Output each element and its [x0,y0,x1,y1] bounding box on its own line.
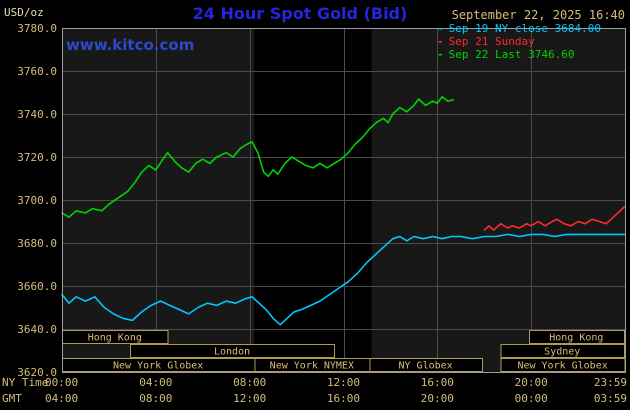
gmt-axis-label: GMT [2,392,22,405]
x-axis-tick-ny: 08:00 [233,376,266,389]
legend-marker: - [437,48,444,61]
x-axis-tick-gmt: 16:00 [327,392,360,405]
session-label: Sydney [544,347,580,358]
chart-datetime: September 22, 2025 16:40 [451,8,625,22]
session-box [369,358,483,372]
legend: - Sep 19 NY close 3684.00- Sep 21 Sunday - S… [437,22,601,61]
price-line-sep21 [483,205,626,231]
legend-label: Sep 21 Sunday [448,35,535,48]
y-axis-tick: 3620.0 [17,366,57,379]
session-label: Hong Kong [549,333,603,344]
legend-label: Sep 22 Last 3746.60 [448,48,575,61]
session-label: New York Globex [113,361,203,372]
y-axis-tick: 3700.0 [17,194,57,207]
page-title: 24 Hour Spot Gold (Bid) [192,4,408,23]
session-label: London [214,347,250,358]
legend-label: Sep 19 NY close 3684.00 [448,22,601,35]
session-box [528,330,625,344]
legend-item: - Sep 21 Sunday [437,35,601,48]
session-label: NY Globex [399,361,453,372]
y-axis-tick: 3720.0 [17,151,57,164]
kitco-site-link[interactable]: www.kitco.com [66,36,195,54]
legend-item: - Sep 22 Last 3746.60 [437,48,601,61]
x-axis-tick-gmt: 03:59 [594,392,627,405]
x-axis-tick-gmt: 12:00 [233,392,266,405]
x-axis-tick-ny: 20:00 [515,376,548,389]
x-axis-tick-ny: 00:00 [45,376,78,389]
units-label: USD/oz [4,6,44,19]
x-axis-tick-ny: 12:00 [327,376,360,389]
session-label: Hong Kong [88,333,142,344]
session-label: New York NYMEX [270,361,354,372]
price-line-sep19 [61,233,626,326]
x-axis-tick-gmt: 20:00 [421,392,454,405]
y-axis-tick: 3760.0 [17,65,57,78]
session-box [500,344,625,358]
legend-item: - Sep 19 NY close 3684.00 [437,22,601,35]
y-axis-tick: 3780.0 [17,22,57,35]
x-axis-tick-gmt: 00:00 [515,392,548,405]
price-line-sep22 [61,96,454,218]
x-axis-tick-ny: 16:00 [421,376,454,389]
y-axis-tick: 3680.0 [17,237,57,250]
ny-time-axis-label: NY Time [2,376,48,389]
y-axis-tick: 3640.0 [17,323,57,336]
x-axis-tick-ny: 04:00 [139,376,172,389]
session-box [130,344,336,358]
x-axis-tick-ny: 23:59 [594,376,627,389]
y-axis-tick: 3740.0 [17,108,57,121]
y-axis-tick: 3660.0 [17,280,57,293]
x-axis-tick-gmt: 04:00 [45,392,78,405]
legend-marker: - [437,22,444,35]
plot-frame [62,28,626,373]
session-label: New York Globex [517,361,607,372]
x-axis-tick-gmt: 08:00 [139,392,172,405]
legend-marker: - [437,35,444,48]
